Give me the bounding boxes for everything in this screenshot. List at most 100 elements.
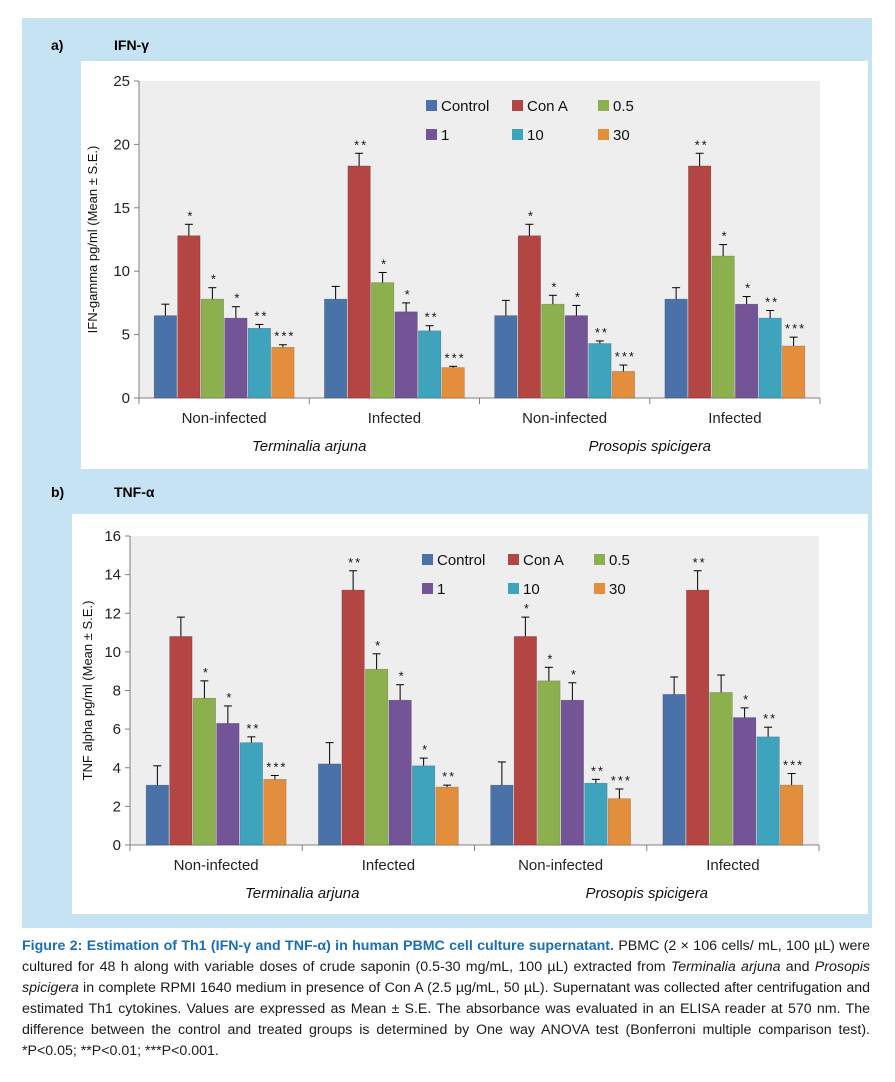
tnf-significance-label: ** <box>246 721 260 736</box>
tnf-significance-label: * <box>571 667 578 682</box>
panel-b-title: TNF-α <box>114 484 155 500</box>
ifn-bar-0.5 <box>371 282 395 399</box>
ifn-y-tick-label: 25 <box>113 73 130 90</box>
tnf-bar-30 <box>263 779 287 846</box>
tnf-significance-label: ** <box>693 555 707 570</box>
ifn-legend-swatch <box>512 129 523 140</box>
tnf-bar-30 <box>435 786 459 846</box>
tnf-bar-30 <box>607 798 631 846</box>
ifn-legend-label: Con A <box>527 98 568 115</box>
ifn-significance-label: * <box>575 289 582 304</box>
ifn-bar-1 <box>394 311 418 399</box>
tnf-bar-control <box>318 763 342 846</box>
tnf-y-tick-label: 16 <box>104 528 121 545</box>
ifn-bar-10 <box>758 317 782 399</box>
ifn-bar-30 <box>271 346 295 399</box>
ifn-legend-label: 1 <box>441 127 449 144</box>
ifn-group-label: Prosopis spicigera <box>588 438 711 455</box>
tnf-y-tick-label: 0 <box>113 837 121 854</box>
panel-a-letter: a) <box>51 37 64 53</box>
ifn-significance-label: *** <box>785 321 806 336</box>
tnf-significance-label: * <box>422 742 429 757</box>
tnf-y-tick-label: 4 <box>113 760 121 777</box>
tnf-y-tick-label: 6 <box>113 721 121 738</box>
ifn-significance-label: ** <box>695 137 709 152</box>
caption-italic-1: Terminalia arjuna <box>670 959 781 975</box>
ifn-bar-10 <box>247 327 271 399</box>
tnf-bar-0.5 <box>537 680 561 846</box>
tnf-category-label: Non-infected <box>518 857 603 874</box>
ifn-bar-con-a <box>177 235 201 399</box>
tnf-legend-label: 30 <box>609 581 626 598</box>
tnf-significance-label: * <box>226 690 233 705</box>
ifn-significance-label: *** <box>615 349 636 364</box>
tnf-y-tick-label: 8 <box>113 683 121 700</box>
ifn-significance-label: * <box>187 208 194 223</box>
ifn-y-tick-label: 20 <box>113 136 130 153</box>
tnf-bar-con-a <box>341 589 365 846</box>
tnf-y-tick-label: 2 <box>113 798 121 815</box>
tnf-bar-1 <box>388 699 412 846</box>
ifn-significance-label: * <box>381 256 388 271</box>
tnf-bar-control <box>490 784 514 846</box>
tnf-bar-10 <box>239 742 263 846</box>
tnf-legend-swatch <box>594 554 605 565</box>
caption-title: Figure 2: Estimation of Th1 (IFN-γ and T… <box>22 938 614 954</box>
tnf-legend-label: 0.5 <box>609 552 630 569</box>
ifn-bar-con-a <box>517 235 541 399</box>
ifn-significance-label: ** <box>254 308 268 323</box>
tnf-bar-10 <box>756 736 780 846</box>
tnf-legend-swatch <box>422 583 433 594</box>
tnf-legend-swatch <box>508 583 519 594</box>
ifn-legend-label: 0.5 <box>613 98 634 115</box>
ifn-significance-label: *** <box>445 350 466 365</box>
ifn-bar-1 <box>735 303 759 399</box>
ifn-bar-30 <box>611 371 635 399</box>
tnf-bar-control <box>145 784 169 846</box>
ifn-significance-label: * <box>234 291 241 306</box>
caption-body-3: in complete RPMI 1640 medium in presence… <box>22 980 870 1059</box>
ifn-category-label: Infected <box>708 410 761 427</box>
tnf-bar-0.5 <box>192 697 216 846</box>
ifn-legend-label: Control <box>441 98 489 115</box>
ifn-bar-control <box>494 315 518 399</box>
ifn-bar-control <box>664 298 688 399</box>
tnf-legend-label: 1 <box>437 581 445 598</box>
tnf-y-axis-label: TNF alpha pg/ml (Mean ± S.E.) <box>80 601 95 781</box>
ifn-gamma-chart: 0 5 10 15 20 25 IFN-gamma pg/ml (Mean ± S.E.) *… <box>85 73 821 455</box>
tnf-significance-label: * <box>399 669 406 684</box>
ifn-category-label: Non-infected <box>522 410 607 427</box>
tnf-bar-1 <box>733 717 757 846</box>
tnf-bar-0.5 <box>365 668 389 846</box>
ifn-bar-0.5 <box>200 298 224 399</box>
ifn-y-tick-label: 15 <box>113 200 130 217</box>
ifn-bar-1 <box>224 317 248 399</box>
ifn-significance-label: * <box>405 287 412 302</box>
ifn-significance-label: ** <box>425 310 439 325</box>
tnf-significance-label: ** <box>591 763 605 778</box>
tnf-legend-label: 10 <box>523 581 540 598</box>
ifn-significance-label: * <box>551 279 558 294</box>
tnf-bar-control <box>662 694 686 846</box>
tnf-bar-10 <box>412 765 436 846</box>
ifn-bar-control <box>324 298 348 399</box>
tnf-bar-con-a <box>169 636 193 846</box>
caption-body-1: PBMC (2 × 106 cells/ mL, 100 µL) were cu… <box>22 938 870 975</box>
chart-b-container: 0 2 4 6 8 10 12 14 16 TNF alpha pg/ml (Mean ± S.E… <box>72 514 868 914</box>
tnf-legend-label: Control <box>437 552 485 569</box>
panel-b-letter: b) <box>51 484 65 500</box>
ifn-legend-swatch <box>426 100 437 111</box>
tnf-bar-1 <box>216 723 240 846</box>
tnf-y-tick-label: 10 <box>104 644 121 661</box>
tnf-bar-30 <box>780 784 804 846</box>
panel-a-title: IFN-γ <box>114 37 149 53</box>
ifn-legend-label: 10 <box>527 127 544 144</box>
ifn-significance-label: ** <box>354 137 368 152</box>
tnf-significance-label: ** <box>763 711 777 726</box>
ifn-legend-swatch <box>512 100 523 111</box>
ifn-significance-label: * <box>722 229 729 244</box>
tnf-group-label: Prosopis spicigera <box>585 885 708 902</box>
tnf-y-tick-label: 14 <box>104 567 121 584</box>
ifn-bar-10 <box>588 343 612 399</box>
ifn-bar-0.5 <box>541 303 565 399</box>
